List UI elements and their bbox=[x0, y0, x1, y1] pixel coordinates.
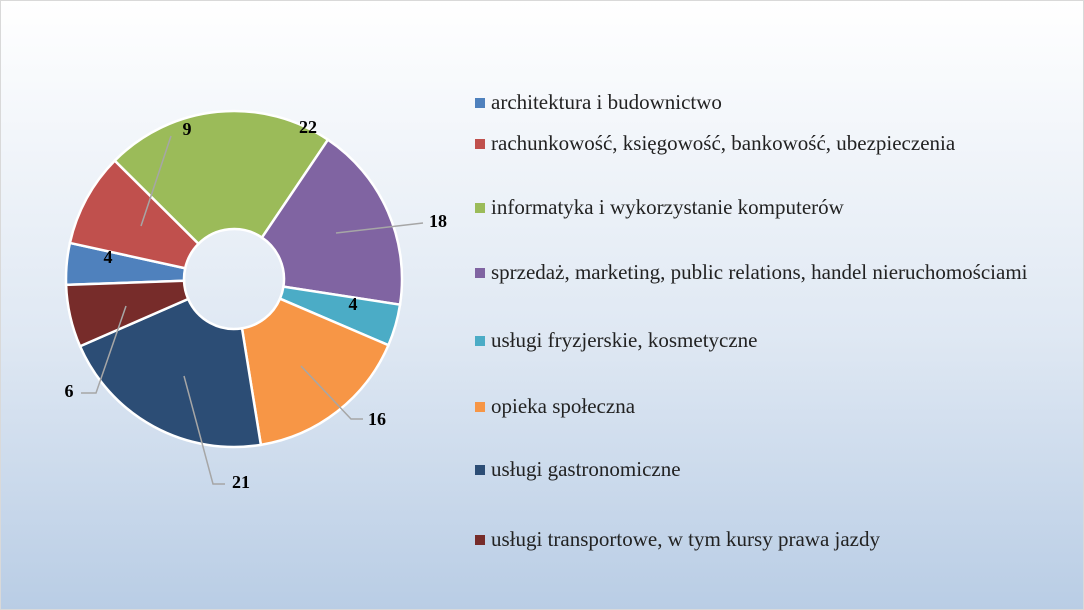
legend-item: usługi fryzjerskie, kosmetyczne bbox=[475, 328, 1081, 353]
data-label: 6 bbox=[65, 381, 74, 401]
slice bbox=[64, 279, 190, 348]
slice bbox=[260, 137, 404, 307]
leader-line bbox=[140, 135, 172, 227]
legend-item: architektura i budownictwo bbox=[475, 90, 1081, 115]
legend-label: usługi transportowe, w tym kursy prawa j… bbox=[491, 527, 881, 551]
legend-label: architektura i budownictwo bbox=[491, 90, 722, 114]
data-label: 4 bbox=[349, 294, 358, 314]
leader-line bbox=[183, 375, 225, 485]
legend-label: informatyka i wykorzystanie komputerów bbox=[491, 195, 844, 219]
data-label: 16 bbox=[368, 409, 386, 429]
legend-swatch bbox=[475, 465, 485, 475]
data-label: 9 bbox=[183, 119, 192, 139]
legend-swatch bbox=[475, 268, 485, 278]
leader-line bbox=[335, 222, 424, 234]
legend-label: sprzedaż, marketing, public relations, h… bbox=[491, 260, 1028, 284]
slice bbox=[240, 297, 391, 447]
legend-item: opieka społeczna bbox=[475, 394, 1081, 419]
leader-line bbox=[300, 365, 363, 420]
legend-item: usługi gastronomiczne bbox=[475, 457, 1081, 482]
legend-swatch bbox=[475, 139, 485, 149]
legend-label: usługi fryzjerskie, kosmetyczne bbox=[491, 328, 758, 352]
legend-swatch bbox=[475, 203, 485, 213]
data-label: 4 bbox=[104, 247, 113, 267]
legend-label: rachunkowość, księgowość, bankowość, ube… bbox=[491, 131, 956, 155]
legend-label: opieka społeczna bbox=[491, 394, 636, 418]
leader-line bbox=[81, 305, 127, 394]
legend-label: usługi gastronomiczne bbox=[491, 457, 681, 481]
legend-item: informatyka i wykorzystanie komputerów bbox=[475, 195, 1081, 220]
legend-item: rachunkowość, księgowość, bankowość, ube… bbox=[475, 131, 1081, 156]
data-label: 21 bbox=[232, 472, 250, 492]
legend-item: usługi transportowe, w tym kursy prawa j… bbox=[475, 527, 1081, 552]
slice bbox=[78, 297, 263, 449]
legend-item: sprzedaż, marketing, public relations, h… bbox=[475, 260, 1081, 285]
legend-swatch bbox=[475, 336, 485, 346]
legend-swatch bbox=[475, 535, 485, 545]
data-label: 18 bbox=[429, 211, 447, 231]
legend-swatch bbox=[475, 98, 485, 108]
legend-swatch bbox=[475, 402, 485, 412]
data-label: 22 bbox=[299, 117, 317, 137]
